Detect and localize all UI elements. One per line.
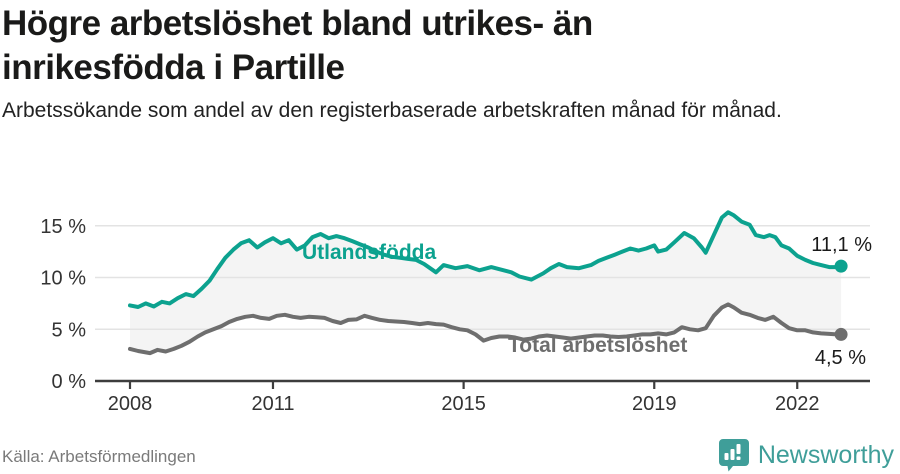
y-tick-label-5: 5 % xyxy=(52,319,87,341)
end-value-label-utlandsfodda: 11,1 % xyxy=(811,234,872,256)
x-tick-label-2015: 2015 xyxy=(441,393,486,415)
x-tick-label-2008: 2008 xyxy=(108,393,153,415)
newsworthy-speech-bubble-bar-chart-icon xyxy=(718,439,749,472)
x-tick-label-2022: 2022 xyxy=(775,393,820,415)
x-tick-label-2019: 2019 xyxy=(632,393,677,415)
end-value-label-total-arbetsloshet: 4,5 % xyxy=(815,347,866,369)
series-line-utlandsfodda xyxy=(128,210,844,309)
between-series-shading xyxy=(130,212,842,354)
y-tick-label-10: 10 % xyxy=(40,268,86,290)
series-end-dot-total-arbetsloshet xyxy=(834,327,848,341)
page-subtitle: Arbetssökande som andel av den registerb… xyxy=(2,99,782,122)
series-end-dot-utlandsfodda xyxy=(834,259,848,273)
y-tick-label-15: 15 % xyxy=(40,216,86,238)
x-tick-label-2011: 2011 xyxy=(251,393,294,415)
source-note: Källa: Arbetsförmedlingen xyxy=(2,447,196,466)
y-tick-label-0: 0 % xyxy=(52,371,87,393)
series-line-total-arbetsloshet xyxy=(128,302,844,356)
page-title: Högre arbetslöshet bland utrikes- än inr… xyxy=(2,4,593,87)
series-label-utlandsfodda: Utlandsfödda xyxy=(302,241,436,264)
brand-name: Newsworthy xyxy=(757,440,894,469)
newsworthy-logo: Newsworthy xyxy=(718,438,894,472)
series-label-total-arbetsloshet: Total arbetslöshet xyxy=(508,334,687,357)
